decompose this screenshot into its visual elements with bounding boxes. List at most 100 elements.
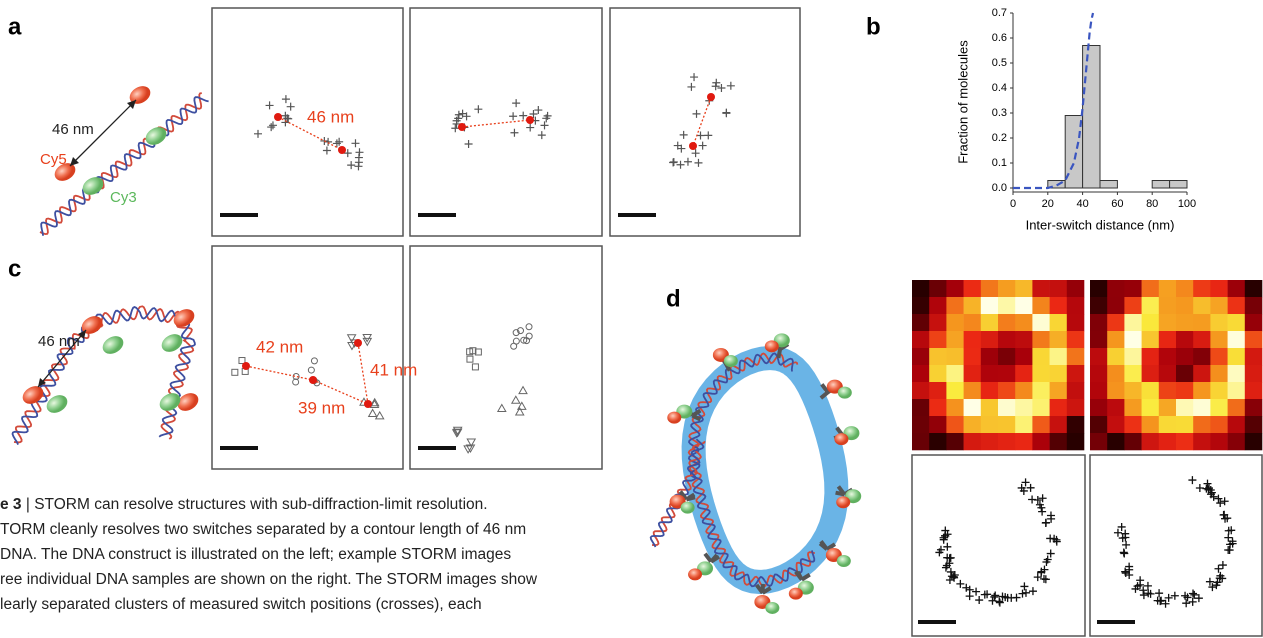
caption-line: TORM cleanly resolves two switches separ… <box>0 521 526 538</box>
heatmap-pixel <box>946 331 964 348</box>
heatmap-pixel <box>1159 280 1177 297</box>
heatmap-pixel <box>1193 433 1211 450</box>
heatmap-pixel <box>1015 382 1032 399</box>
y-tick-label: 0.0 <box>992 182 1007 194</box>
heatmap-pixel <box>1067 382 1085 399</box>
heatmap-pixel <box>912 297 930 314</box>
heatmap-pixel <box>946 416 964 433</box>
dna-strand <box>14 306 193 442</box>
heatmap-pixel <box>1228 331 1246 348</box>
heatmap-pixel <box>929 331 947 348</box>
heatmap-pixel <box>1210 365 1228 382</box>
caption-line: learly separated clusters of measured sw… <box>0 596 482 613</box>
heatmap-pixel <box>946 348 964 365</box>
heatmap-pixel <box>1032 297 1050 314</box>
heatmap-pixel <box>1245 382 1263 399</box>
storm-image <box>610 8 800 236</box>
x-tick-label: 100 <box>1178 198 1196 210</box>
heatmap-pixel <box>1210 348 1228 365</box>
heatmap-pixel <box>998 314 1016 331</box>
heatmap-pixel <box>981 382 999 399</box>
heatmap-pixel <box>1107 297 1125 314</box>
heatmap-pixel <box>964 365 982 382</box>
heatmap-pixel <box>912 314 930 331</box>
cy5-dye <box>765 340 779 352</box>
heatmap-pixel <box>1176 297 1194 314</box>
heatmap-pixel <box>1193 331 1211 348</box>
heatmap-pixel <box>1176 365 1194 382</box>
heatmap-pixel <box>1176 433 1194 450</box>
heatmap-pixel <box>998 365 1016 382</box>
heatmap-pixel <box>1067 280 1085 297</box>
scale-bar <box>918 620 956 624</box>
heatmap-pixel <box>1193 314 1211 331</box>
heatmap-pixel <box>1228 433 1246 450</box>
heatmap-pixel <box>1124 433 1142 450</box>
centroid <box>689 142 697 150</box>
heatmap-pixel <box>912 416 930 433</box>
storm-image <box>410 246 602 469</box>
heatmap-pixel <box>1124 416 1142 433</box>
heatmap-pixel <box>1228 280 1246 297</box>
heatmap-pixel <box>1124 365 1142 382</box>
heatmap-pixel <box>1193 416 1211 433</box>
heatmap-pixel <box>1142 433 1160 450</box>
heatmap-pixel <box>1228 416 1246 433</box>
heatmap-pixel <box>981 365 999 382</box>
heatmap-pixel <box>964 399 982 416</box>
heatmap-pixel <box>1067 314 1085 331</box>
panel-label: b <box>866 13 881 40</box>
heatmap-pixel <box>1142 382 1160 399</box>
scale-bar <box>1097 620 1135 624</box>
heatmap-pixel <box>998 416 1016 433</box>
heatmap-pixel <box>1245 331 1263 348</box>
heatmap-pixel <box>1067 399 1085 416</box>
heatmap-pixel <box>1032 314 1050 331</box>
y-tick-label: 0.7 <box>992 7 1007 19</box>
heatmap-pixel <box>1050 382 1068 399</box>
centroid <box>526 116 534 124</box>
y-tick-label: 0.3 <box>992 107 1007 119</box>
heatmap-pixel <box>1124 280 1142 297</box>
x-tick-label: 80 <box>1146 198 1158 210</box>
heatmap-pixel <box>1142 331 1160 348</box>
panel-label: a <box>8 13 22 40</box>
heatmap-pixel <box>1193 399 1211 416</box>
heatmap-pixel <box>1015 416 1032 433</box>
heatmap-pixel <box>1090 348 1108 365</box>
heatmap-pixel <box>1050 399 1068 416</box>
heatmap-pixel <box>1159 314 1177 331</box>
dye-label: Cy3 <box>110 189 137 206</box>
heatmap-pixel <box>1245 348 1263 365</box>
heatmap-pixel <box>1032 399 1050 416</box>
heatmap-pixel <box>964 433 982 450</box>
heatmap-pixel <box>1142 297 1160 314</box>
heatmap-pixel <box>981 331 999 348</box>
centroid <box>458 123 466 131</box>
heatmap-pixel <box>929 399 947 416</box>
panel-label: c <box>8 255 21 282</box>
heatmap-pixel <box>1090 433 1108 450</box>
heatmap-pixel <box>1015 399 1032 416</box>
heatmap-pixel <box>1159 348 1177 365</box>
heatmap-pixel <box>946 382 964 399</box>
heatmap-pixel <box>981 348 999 365</box>
cy5-dye <box>170 306 197 331</box>
heatmap-pixel <box>1176 382 1194 399</box>
heatmap-pixel <box>912 280 930 297</box>
heatmap-pixel <box>981 399 999 416</box>
heatmap-pixel <box>946 280 964 297</box>
heatmap-pixel <box>1107 365 1125 382</box>
heatmap-pixel <box>1193 280 1211 297</box>
heatmap-pixel <box>1107 314 1125 331</box>
heatmap-pixel <box>1210 280 1228 297</box>
heatmap-pixel <box>1176 280 1194 297</box>
heatmap-pixel <box>1032 331 1050 348</box>
scale-bar <box>220 446 258 450</box>
cy5-dye <box>688 568 702 580</box>
heatmap-pixel <box>998 280 1016 297</box>
heatmap-pixel <box>946 433 964 450</box>
cy3-dye <box>681 502 695 514</box>
heatmap-pixel <box>1245 365 1263 382</box>
heatmap-pixel <box>1124 314 1142 331</box>
